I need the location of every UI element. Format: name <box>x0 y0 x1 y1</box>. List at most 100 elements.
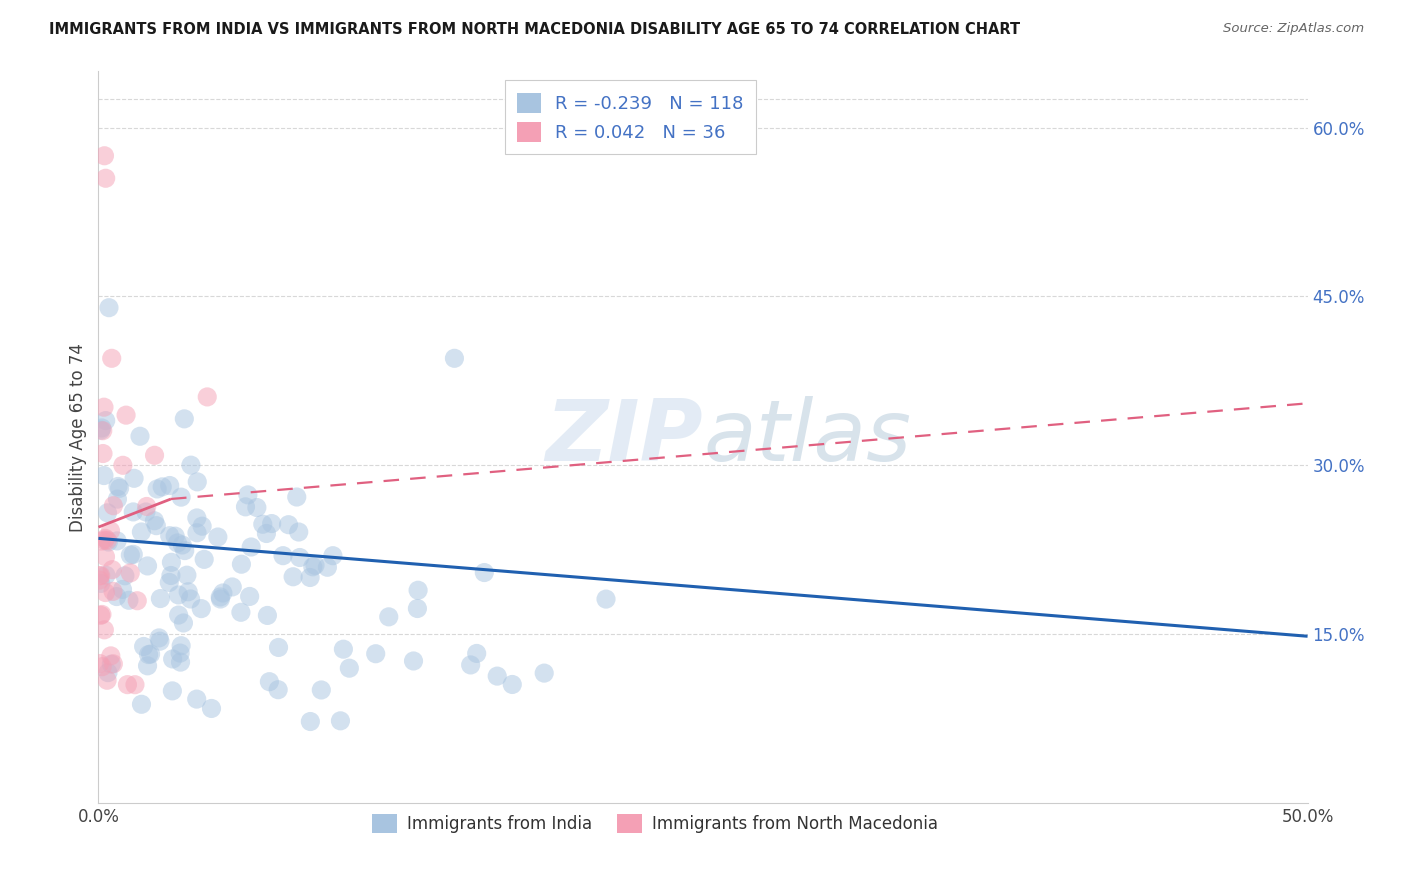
Point <box>288 550 311 565</box>
Point <box>170 639 193 653</box>
Point <box>236 488 259 502</box>
Point <box>105 590 128 604</box>
Point <box>135 505 157 519</box>
Point <box>93 533 115 548</box>
Text: IMMIGRANTS FROM INDIA VS IMMIGRANTS FROM NORTH MACEDONIA DISABILITY AGE 65 TO 74: IMMIGRANTS FROM INDIA VS IMMIGRANTS FROM… <box>49 22 1021 37</box>
Text: atlas: atlas <box>703 395 911 479</box>
Point <box>173 543 195 558</box>
Point <box>148 631 170 645</box>
Point <box>94 414 117 428</box>
Point <box>103 499 125 513</box>
Point <box>96 506 118 520</box>
Point <box>162 684 184 698</box>
Point <box>91 446 114 460</box>
Point <box>100 657 122 672</box>
Point <box>143 514 166 528</box>
Point <box>486 669 509 683</box>
Point <box>402 654 425 668</box>
Point <box>120 548 142 562</box>
Point <box>311 683 333 698</box>
Point <box>406 583 429 598</box>
Point <box>139 647 162 661</box>
Point <box>93 400 115 414</box>
Point <box>277 517 299 532</box>
Point <box>89 573 111 587</box>
Point <box>124 678 146 692</box>
Point <box>146 482 169 496</box>
Point <box>364 647 387 661</box>
Point <box>180 592 202 607</box>
Point <box>271 549 294 563</box>
Point <box>118 593 141 607</box>
Point <box>101 584 124 599</box>
Point <box>186 525 208 540</box>
Point <box>90 423 112 437</box>
Point <box>193 552 215 566</box>
Point <box>91 659 114 673</box>
Point <box>299 570 322 584</box>
Point <box>98 301 121 315</box>
Point <box>231 558 253 572</box>
Point <box>96 533 118 548</box>
Point <box>91 607 114 622</box>
Point <box>91 424 114 438</box>
Point <box>235 500 257 514</box>
Text: ZIP: ZIP <box>546 395 703 479</box>
Point <box>177 584 200 599</box>
Point <box>100 524 122 538</box>
Point <box>90 608 112 623</box>
Point <box>443 351 465 366</box>
Point <box>149 591 172 606</box>
Point <box>135 500 157 514</box>
Point <box>301 559 323 574</box>
Point <box>170 490 193 504</box>
Point <box>132 640 155 654</box>
Point <box>97 535 120 549</box>
Point <box>465 647 488 661</box>
Point <box>89 657 111 671</box>
Y-axis label: Disability Age 65 to 74: Disability Age 65 to 74 <box>69 343 87 532</box>
Legend: Immigrants from India, Immigrants from North Macedonia: Immigrants from India, Immigrants from N… <box>366 808 945 839</box>
Point <box>472 566 495 580</box>
Point <box>173 412 195 426</box>
Point <box>94 171 117 186</box>
Point <box>129 429 152 443</box>
Point <box>281 570 304 584</box>
Point <box>90 576 112 591</box>
Point <box>190 601 212 615</box>
Point <box>111 582 134 597</box>
Point <box>136 658 159 673</box>
Point <box>200 701 222 715</box>
Point <box>94 585 117 599</box>
Point <box>167 588 190 602</box>
Point <box>166 536 188 550</box>
Point <box>240 540 263 554</box>
Point <box>100 648 122 663</box>
Point <box>337 661 360 675</box>
Point <box>329 714 352 728</box>
Point <box>186 692 208 706</box>
Point <box>252 517 274 532</box>
Point <box>246 500 269 515</box>
Point <box>332 642 354 657</box>
Point <box>378 610 401 624</box>
Text: Source: ZipAtlas.com: Source: ZipAtlas.com <box>1223 22 1364 36</box>
Point <box>150 480 173 494</box>
Point <box>169 655 191 669</box>
Point <box>149 634 172 648</box>
Point <box>90 534 112 549</box>
Point <box>122 505 145 519</box>
Point <box>122 471 145 485</box>
Point <box>267 682 290 697</box>
Point <box>160 568 183 582</box>
Point <box>172 615 194 630</box>
Point <box>195 390 218 404</box>
Point <box>209 590 232 604</box>
Point <box>93 149 115 163</box>
Point <box>260 516 283 531</box>
Point <box>165 529 187 543</box>
Point <box>595 592 617 607</box>
Point <box>304 558 326 573</box>
Point <box>299 714 322 729</box>
Point <box>169 646 191 660</box>
